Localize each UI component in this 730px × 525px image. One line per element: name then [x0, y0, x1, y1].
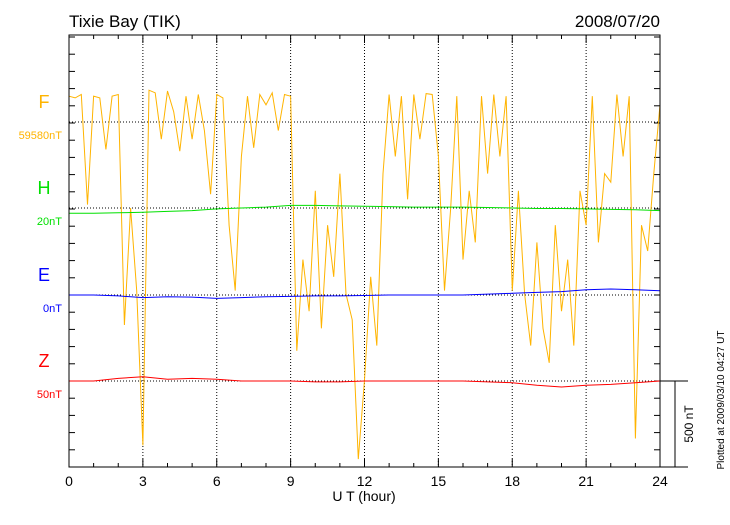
x-tick-label: 21: [578, 473, 594, 489]
scale-bar: 500 nT: [660, 380, 696, 468]
chart-title: Tixie Bay (TIK): [69, 12, 181, 31]
series-line-E: [69, 288, 661, 299]
plot-frame: [68, 34, 661, 468]
series-name-H: H: [38, 178, 51, 198]
chart-date: 2008/07/20: [575, 12, 660, 31]
series-line-H: [69, 204, 661, 214]
x-tick-labels: 0 3 6 9 12 15 18 21 24: [65, 473, 668, 489]
x-tick-label: 6: [213, 473, 221, 489]
series-name-F: F: [39, 92, 50, 112]
x-tick-label: 3: [139, 473, 147, 489]
series-baseline-Z: 50nT: [37, 389, 62, 401]
x-axis-label: U T (hour): [332, 488, 395, 504]
x-tick-label: 18: [504, 473, 520, 489]
series-name-E: E: [38, 265, 50, 285]
series-line-Z: [69, 376, 661, 388]
series-labels: F 59580nT H 20nT E 0nT Z 50nT: [19, 92, 63, 401]
series-baseline-F: 59580nT: [19, 130, 63, 142]
x-tick-label: 24: [652, 473, 668, 489]
x-tick-label: 9: [287, 473, 295, 489]
series-lines: [68, 89, 661, 460]
x-tick-label: 0: [65, 473, 73, 489]
grid: [69, 35, 660, 467]
series-baseline-E: 0nT: [43, 303, 62, 315]
plotted-note: Plotted at 2009/03/10 04:27 UT: [716, 331, 727, 470]
series-baseline-H: 20nT: [37, 216, 62, 228]
x-tick-label: 15: [431, 473, 447, 489]
series-name-Z: Z: [39, 351, 50, 371]
x-tick-label: 12: [357, 473, 373, 489]
scale-bar-label: 500 nT: [682, 405, 696, 443]
axis-ticks: [68, 35, 661, 468]
series-line-F: [68, 89, 661, 460]
